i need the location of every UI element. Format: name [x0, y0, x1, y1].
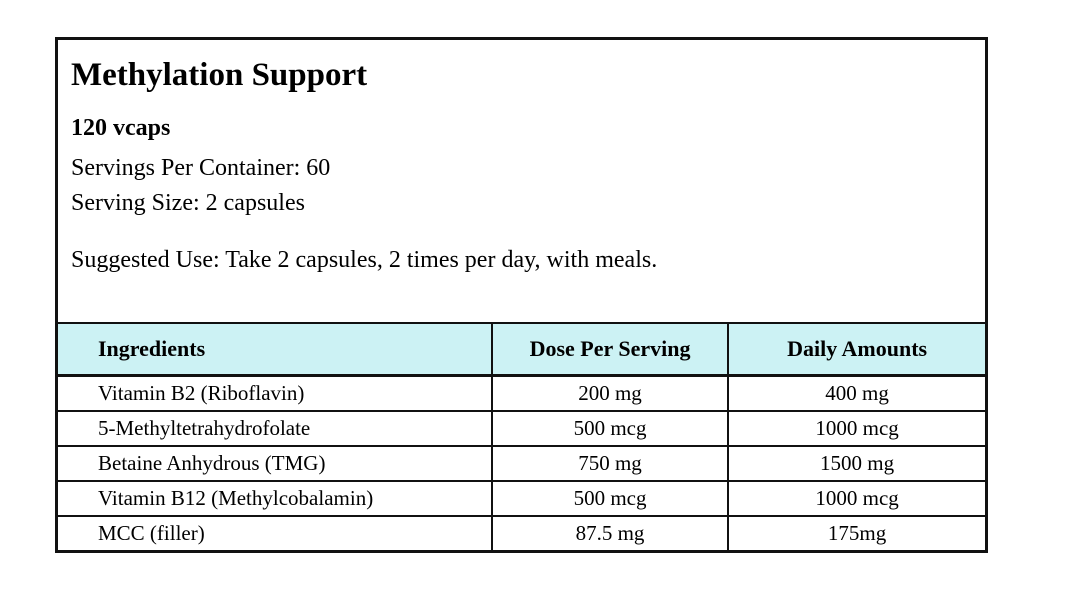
supplement-label-box: Methylation Support 120 vcaps Servings P…: [55, 37, 988, 553]
table-header-row: Ingredients Dose Per Serving Daily Amoun…: [58, 323, 985, 377]
dose-cell: 500 mcg: [490, 480, 730, 517]
product-title: Methylation Support: [71, 57, 368, 93]
serving-size-line: Serving Size: 2 capsules: [71, 190, 305, 217]
quantity-line: 120 vcaps: [71, 114, 171, 141]
suggested-use-line: Suggested Use: Take 2 capsules, 2 times …: [71, 247, 658, 274]
daily-amount-cell: 175mg: [727, 515, 985, 550]
daily-amount-cell: 400 mg: [727, 374, 985, 412]
daily-amount-cell: 1000 mcg: [727, 410, 985, 447]
daily-amount-cell: 1000 mcg: [727, 480, 985, 517]
dose-cell: 87.5 mg: [490, 515, 730, 550]
dose-cell: 500 mcg: [490, 410, 730, 447]
ingredient-name-cell: 5-Methyltetrahydrofolate: [58, 410, 493, 447]
table-row: Vitamin B12 (Methylcobalamin) 500 mcg 10…: [58, 480, 985, 517]
ingredient-name-cell: Vitamin B2 (Riboflavin): [58, 374, 493, 412]
table-row: MCC (filler) 87.5 mg 175mg: [58, 515, 985, 550]
label-text-area: Methylation Support 120 vcaps Servings P…: [58, 40, 985, 276]
dose-cell: 200 mg: [490, 374, 730, 412]
table-row: 5-Methyltetrahydrofolate 500 mcg 1000 mc…: [58, 410, 985, 447]
table-row: Betaine Anhydrous (TMG) 750 mg 1500 mg: [58, 445, 985, 482]
ingredients-table: Ingredients Dose Per Serving Daily Amoun…: [58, 322, 985, 550]
column-header-dose-per-serving: Dose Per Serving: [490, 323, 730, 377]
ingredient-name-cell: MCC (filler): [58, 515, 493, 550]
table-row: Vitamin B2 (Riboflavin) 200 mg 400 mg: [58, 374, 985, 412]
daily-amount-cell: 1500 mg: [727, 445, 985, 482]
column-header-daily-amounts: Daily Amounts: [727, 323, 985, 377]
column-header-ingredients: Ingredients: [58, 323, 493, 377]
ingredient-name-cell: Vitamin B12 (Methylcobalamin): [58, 480, 493, 517]
dose-cell: 750 mg: [490, 445, 730, 482]
servings-per-container-line: Servings Per Container: 60: [71, 155, 331, 182]
ingredient-name-cell: Betaine Anhydrous (TMG): [58, 445, 493, 482]
